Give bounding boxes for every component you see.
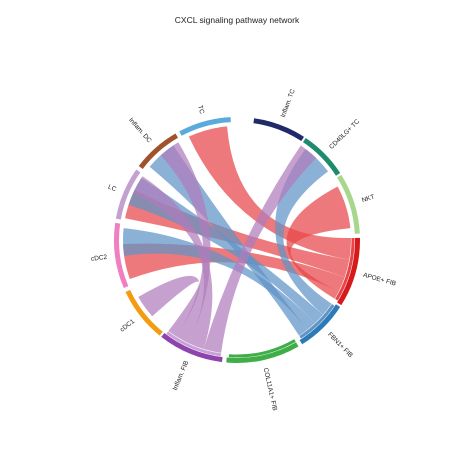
segment-arc-fbn1-fib [299,304,341,345]
chord-ribbons [123,126,351,353]
segment-arc-inflam-fib [161,332,223,363]
target-tick-fbn1-blue [299,304,335,339]
chart-title: CXCL signaling pathway network [174,15,300,25]
ribbon-inflam-fib-to-cd40lg-tc [203,145,317,353]
segment-arc-tc [179,117,231,136]
segment-label-cdc2: cDC2 [91,254,108,263]
ribbon-apoe-fib-to-tc [188,126,351,260]
segment-arc-nkt [337,174,360,234]
segment-arc-inflam-dc [138,133,179,170]
segment-arc-apoe-fib [337,237,360,306]
ribbon-inflam-fib-to-cdc1 [138,275,200,337]
ribbon-fbn1-fib-to-cdc2 [123,228,315,330]
segment-label-inflam-dc: Inflam. DC [127,117,153,145]
ribbon-apoe-fib-to-nkt [286,186,351,299]
target-tick-apoe-red [335,237,355,301]
segment-arc-col11a1-fib [226,342,299,363]
segment-label-inflam-tc: Inflam. TC [280,88,297,119]
segment-label-cdc1: cDC1 [119,318,136,334]
segment-label-nkt: NKT [361,194,376,205]
ribbon-fbn1-fib-to-cd40lg-tc [275,148,332,315]
segment-arc-lc [115,169,141,220]
segment-arc-cdc1 [125,289,163,336]
segment-arcs [114,117,360,363]
segment-arc-inflam-tc [253,118,304,142]
segment-label-col11a1-fib: COL11A1+ FIB [262,367,278,411]
ribbon-inflam-fib-to-lc [132,176,213,350]
segment-label-tc: TC [196,105,205,116]
segment-label-apoe-fib: APOE+ FIB [362,272,396,288]
segment-label-cd40lg-tc: CD40LG+ TC [328,118,361,151]
segment-label-fbn1-fib: FBN1+ FIB [326,331,354,359]
segment-arc-cd40lg-tc [302,138,341,176]
segment-arc-cdc2 [114,222,129,289]
segment-label-lc: LC [107,184,118,194]
target-tick-col11-green [228,339,296,358]
segment-label-inflam-fib: Inflam. FIB [172,360,190,392]
ribbon-apoe-fib-to-cdc2 [123,243,345,292]
target-tick-inflam-fib [166,331,222,357]
